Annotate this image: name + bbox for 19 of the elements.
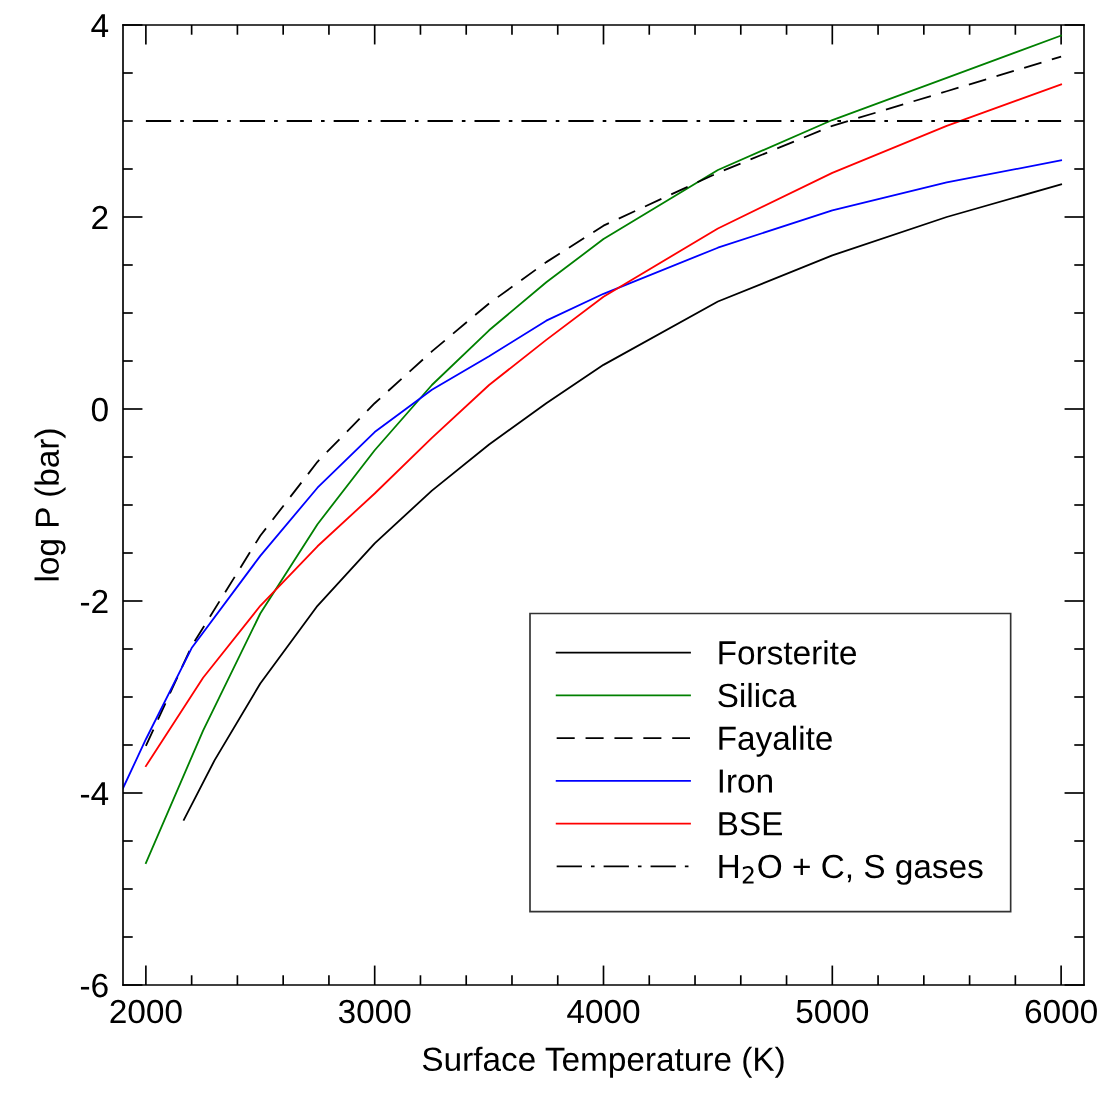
- x-tick-label: 2000: [110, 999, 182, 1024]
- legend-label: H$_{2}$O + C, S gases: [719, 854, 983, 885]
- legend-label: Forsterite: [719, 640, 856, 665]
- y-tick-label: -2: [80, 589, 108, 614]
- legend-label: Fayalite: [719, 725, 832, 757]
- x-tick-label: 4000: [567, 999, 640, 1024]
- y-tick-label: -4: [80, 782, 109, 806]
- legend-label: Iron: [719, 769, 772, 793]
- x-tick-label: 3000: [338, 999, 411, 1024]
- y-tick-label: 0: [91, 397, 108, 422]
- y-tick-label: -6: [80, 973, 108, 998]
- x-axis-title: Surface Temperature (K): [422, 1046, 784, 1078]
- x-tick-label: 6000: [1025, 999, 1097, 1024]
- legend-label: BSE: [719, 811, 782, 836]
- y-tick-label: 2: [92, 205, 108, 230]
- y-tick-label: 4: [91, 14, 109, 38]
- x-tick-label: 5000: [796, 999, 869, 1024]
- legend-label: Silica: [718, 682, 797, 708]
- y-axis-title: log P (bar): [34, 429, 66, 581]
